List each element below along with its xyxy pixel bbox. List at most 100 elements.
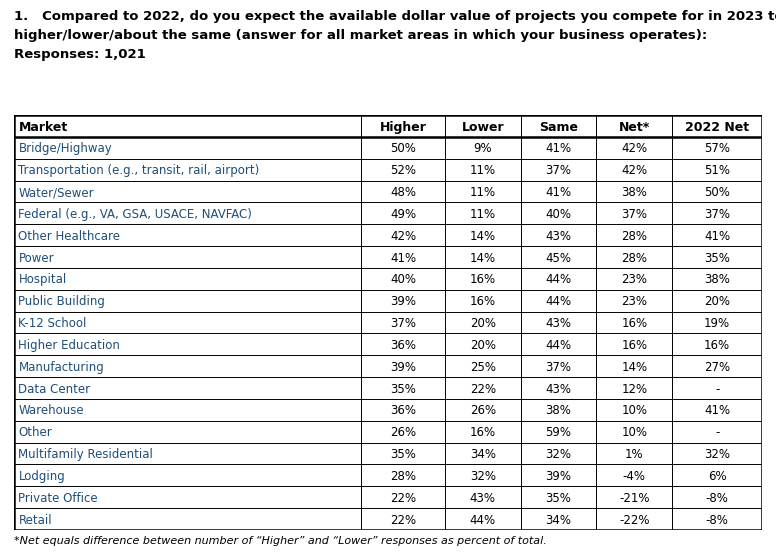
Text: 19%: 19% [704, 317, 730, 330]
Text: 14%: 14% [469, 230, 496, 243]
Text: 43%: 43% [546, 317, 572, 330]
Text: 22%: 22% [390, 514, 416, 527]
Text: Other Healthcare: Other Healthcare [19, 230, 120, 243]
Text: 11%: 11% [469, 164, 496, 177]
Text: 39%: 39% [390, 361, 416, 374]
Text: 37%: 37% [390, 317, 416, 330]
Text: 37%: 37% [546, 164, 572, 177]
Text: -22%: -22% [619, 514, 650, 527]
Text: 43%: 43% [546, 230, 572, 243]
Text: 38%: 38% [622, 186, 647, 199]
Text: 16%: 16% [622, 339, 647, 352]
Text: 16%: 16% [469, 427, 496, 439]
Text: Public Building: Public Building [19, 295, 106, 308]
Text: 22%: 22% [390, 492, 416, 505]
Text: Transportation (e.g., transit, rail, airport): Transportation (e.g., transit, rail, air… [19, 164, 260, 177]
Text: 34%: 34% [546, 514, 572, 527]
Text: 57%: 57% [704, 143, 730, 155]
Text: Manufacturing: Manufacturing [19, 361, 104, 374]
Text: 44%: 44% [546, 295, 572, 308]
Text: 20%: 20% [469, 317, 496, 330]
Text: 16%: 16% [469, 295, 496, 308]
Text: Private Office: Private Office [19, 492, 98, 505]
Text: 51%: 51% [704, 164, 730, 177]
Text: Responses: 1,021: Responses: 1,021 [14, 48, 146, 61]
Text: 44%: 44% [546, 339, 572, 352]
Text: 6%: 6% [708, 470, 726, 483]
Text: Higher Education: Higher Education [19, 339, 120, 352]
Text: 40%: 40% [546, 208, 572, 221]
Text: 10%: 10% [622, 427, 647, 439]
Text: 48%: 48% [390, 186, 416, 199]
Text: -4%: -4% [623, 470, 646, 483]
Text: 41%: 41% [390, 252, 416, 264]
Text: 28%: 28% [622, 230, 647, 243]
Text: Data Center: Data Center [19, 382, 91, 396]
Text: 26%: 26% [469, 405, 496, 418]
Text: 28%: 28% [622, 252, 647, 264]
Text: 1.   Compared to 2022, do you expect the available dollar value of projects you : 1. Compared to 2022, do you expect the a… [14, 10, 776, 23]
Text: Warehouse: Warehouse [19, 405, 84, 418]
Text: 43%: 43% [546, 382, 572, 396]
Text: 25%: 25% [469, 361, 496, 374]
Text: 11%: 11% [469, 186, 496, 199]
Text: -21%: -21% [619, 492, 650, 505]
Text: Higher: Higher [379, 121, 427, 134]
Text: 16%: 16% [622, 317, 647, 330]
Text: 16%: 16% [469, 273, 496, 286]
Text: 20%: 20% [704, 295, 730, 308]
Text: 22%: 22% [469, 382, 496, 396]
Text: Other: Other [19, 427, 52, 439]
Text: Power: Power [19, 252, 54, 264]
Text: -8%: -8% [705, 492, 729, 505]
Text: 50%: 50% [390, 143, 416, 155]
Text: 32%: 32% [546, 448, 572, 461]
Text: Lower: Lower [462, 121, 504, 134]
Text: 27%: 27% [704, 361, 730, 374]
Text: 39%: 39% [390, 295, 416, 308]
Text: 38%: 38% [704, 273, 730, 286]
Text: 28%: 28% [390, 470, 416, 483]
Text: 36%: 36% [390, 405, 416, 418]
Text: 16%: 16% [704, 339, 730, 352]
Text: 36%: 36% [390, 339, 416, 352]
Text: Bridge/Highway: Bridge/Highway [19, 143, 113, 155]
Text: Net*: Net* [618, 121, 650, 134]
Text: 43%: 43% [469, 492, 496, 505]
Text: 41%: 41% [546, 143, 572, 155]
Text: higher/lower/about the same (answer for all market areas in which your business : higher/lower/about the same (answer for … [14, 29, 707, 42]
Text: Water/Sewer: Water/Sewer [19, 186, 94, 199]
Text: 9%: 9% [473, 143, 492, 155]
Text: 38%: 38% [546, 405, 572, 418]
Text: 42%: 42% [622, 143, 647, 155]
Text: -: - [715, 382, 719, 396]
Text: 14%: 14% [469, 252, 496, 264]
Text: 37%: 37% [546, 361, 572, 374]
Text: 41%: 41% [704, 405, 730, 418]
Text: 32%: 32% [704, 448, 730, 461]
Text: Retail: Retail [19, 514, 52, 527]
Text: 26%: 26% [390, 427, 416, 439]
Text: Market: Market [19, 121, 68, 134]
Text: 41%: 41% [546, 186, 572, 199]
Text: 34%: 34% [469, 448, 496, 461]
Text: -: - [715, 427, 719, 439]
Text: 50%: 50% [704, 186, 730, 199]
Text: Same: Same [539, 121, 578, 134]
Text: 2022 Net: 2022 Net [685, 121, 749, 134]
Text: 44%: 44% [469, 514, 496, 527]
Text: 40%: 40% [390, 273, 416, 286]
Text: 23%: 23% [622, 273, 647, 286]
Text: 35%: 35% [390, 448, 416, 461]
Text: 23%: 23% [622, 295, 647, 308]
Text: 11%: 11% [469, 208, 496, 221]
Text: 52%: 52% [390, 164, 416, 177]
Text: 14%: 14% [622, 361, 647, 374]
Text: 41%: 41% [704, 230, 730, 243]
Text: Lodging: Lodging [19, 470, 65, 483]
Text: Multifamily Residential: Multifamily Residential [19, 448, 154, 461]
Text: 44%: 44% [546, 273, 572, 286]
Text: -8%: -8% [705, 514, 729, 527]
Text: 37%: 37% [704, 208, 730, 221]
Text: 35%: 35% [546, 492, 572, 505]
